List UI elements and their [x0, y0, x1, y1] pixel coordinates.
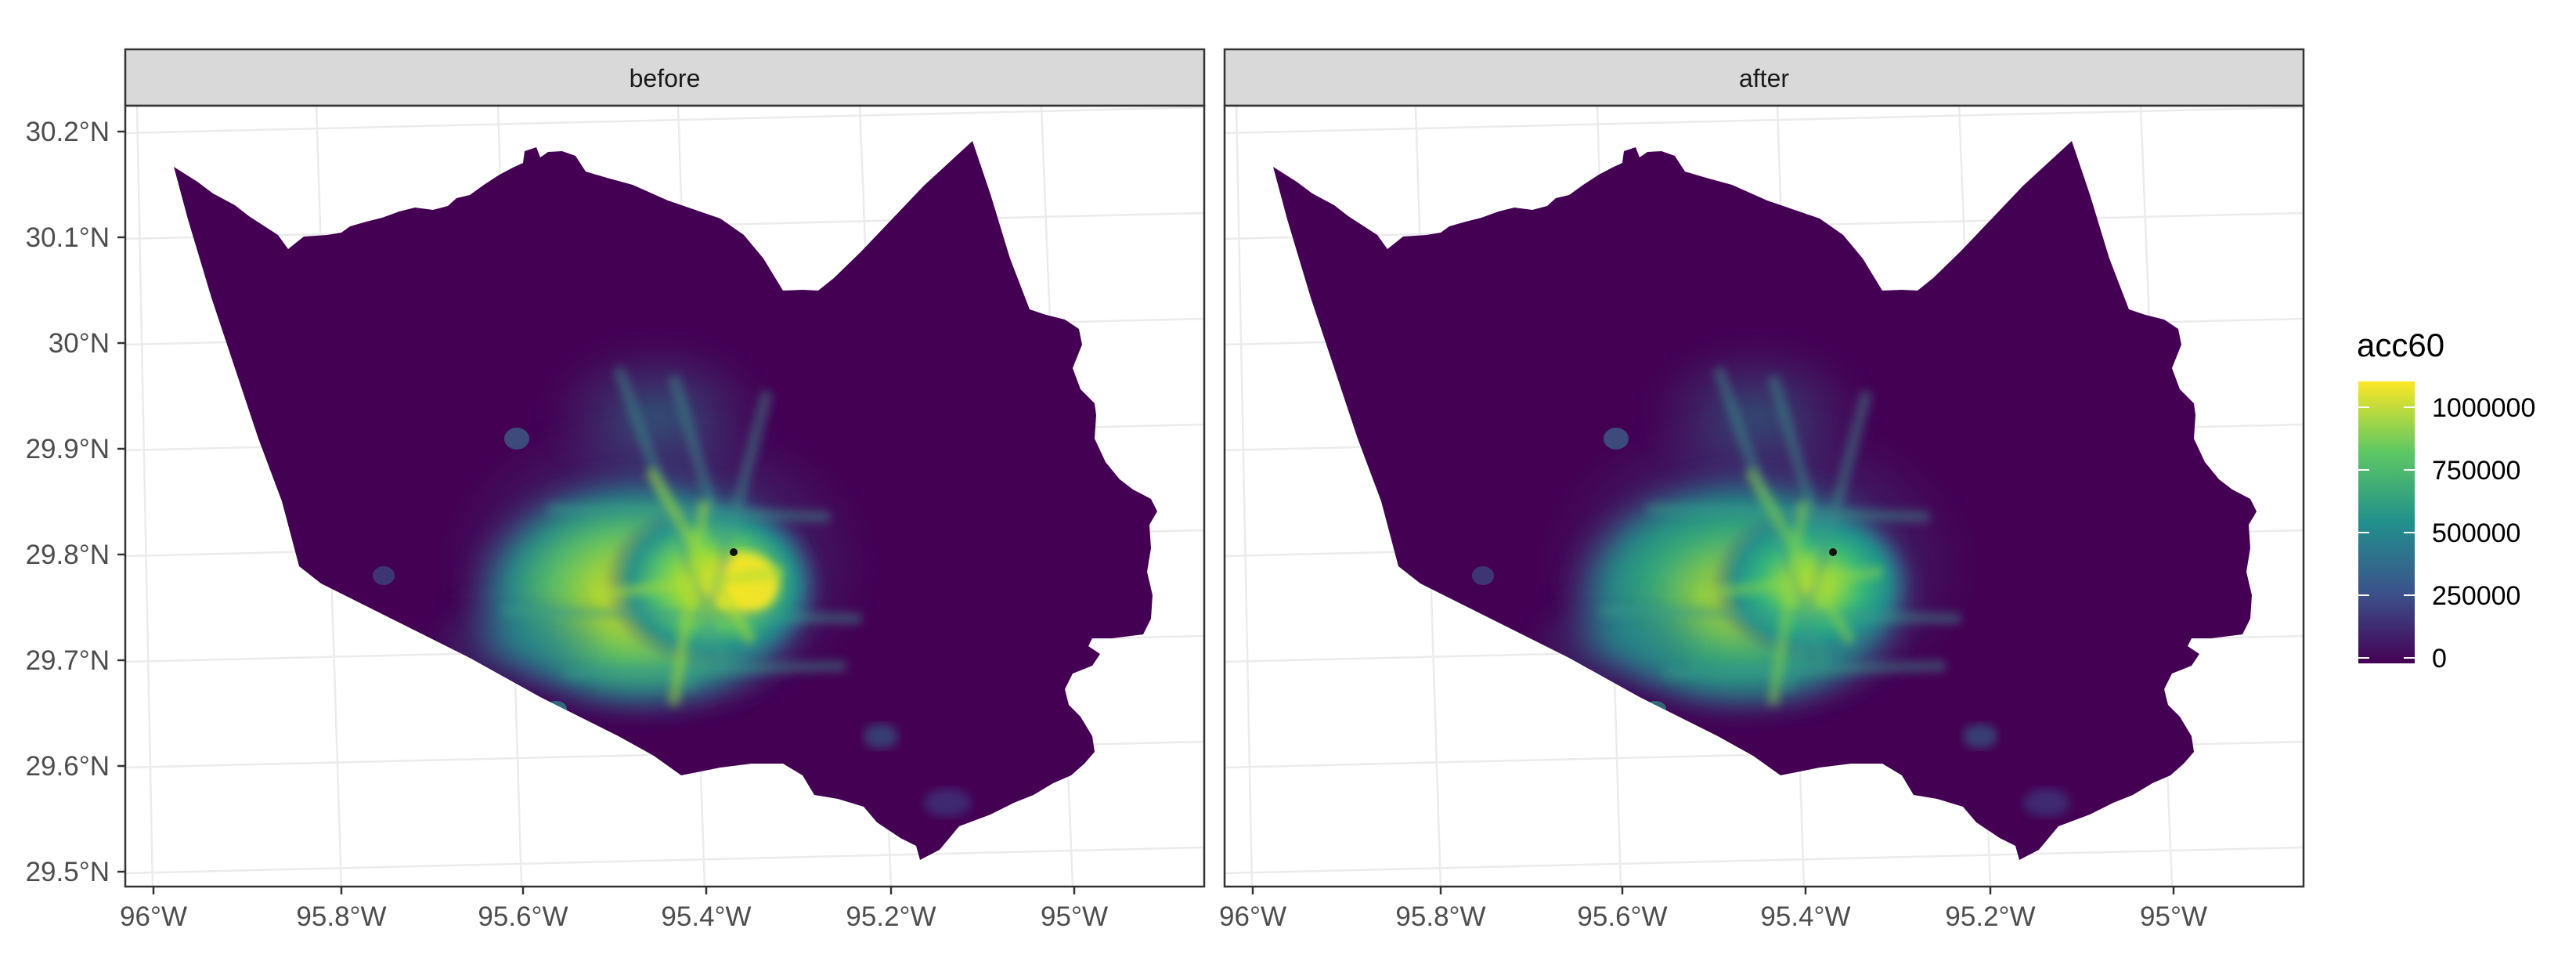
strip-before: [124, 48, 1206, 107]
strip-label-before: before: [630, 64, 701, 92]
strip-label-after: after: [1739, 64, 1789, 92]
panel-border-before: [124, 104, 1206, 888]
y-tick-label: 29.5°N: [26, 857, 110, 887]
x-axis-before: 96°W 95.8°W 95.6°W 95.4°W 95.2°W 95°W: [120, 887, 1108, 932]
x-tick-label: 95.6°W: [1577, 901, 1667, 932]
x-tick-label: 95.8°W: [296, 901, 386, 932]
x-tick-label: 95.6°W: [478, 901, 568, 932]
legend-label: 1000000: [2432, 393, 2535, 423]
x-tick-label: 96°W: [120, 901, 187, 932]
legend-label: 500000: [2432, 518, 2520, 548]
x-tick-label: 95.4°W: [661, 901, 751, 932]
x-tick-label: 95.4°W: [1760, 901, 1850, 932]
x-tick-label: 95.8°W: [1395, 901, 1485, 932]
panel-border-after: [1223, 104, 2305, 888]
facet-panel-before: before: [124, 48, 1206, 888]
x-axis-after: 96°W 95.8°W 95.6°W 95.4°W 95.2°W 95°W: [1219, 887, 2207, 932]
y-tick-label: 29.7°N: [26, 645, 110, 676]
y-tick-label: 29.9°N: [26, 434, 110, 464]
x-tick-label: 96°W: [1219, 901, 1286, 932]
y-tick-label: 29.6°N: [26, 751, 110, 782]
legend: acc60 1000000 750000 500000 250000 0: [2357, 327, 2535, 674]
x-tick-label: 95.2°W: [1945, 901, 2035, 932]
legend-label: 750000: [2432, 456, 2520, 486]
x-tick-label: 95°W: [2140, 901, 2207, 932]
legend-label: 250000: [2432, 581, 2520, 611]
y-tick-label: 30.1°N: [26, 222, 110, 253]
strip-after: [1223, 48, 2305, 107]
y-tick-label: 30.2°N: [26, 117, 110, 147]
legend-colorbar: [2358, 381, 2415, 663]
x-tick-label: 95.2°W: [846, 901, 936, 932]
y-tick-label: 30°N: [49, 328, 110, 359]
x-tick-label: 95°W: [1041, 901, 1108, 932]
y-axis: 30.2°N 30.1°N 30°N 29.9°N 29.8°N 29.7°N …: [26, 117, 125, 887]
legend-title: acc60: [2357, 327, 2444, 363]
accessibility-heat-before: [373, 337, 971, 817]
legend-label: 0: [2432, 644, 2447, 674]
y-tick-label: 29.8°N: [26, 540, 110, 570]
facet-panel-after: after: [1223, 48, 2305, 888]
